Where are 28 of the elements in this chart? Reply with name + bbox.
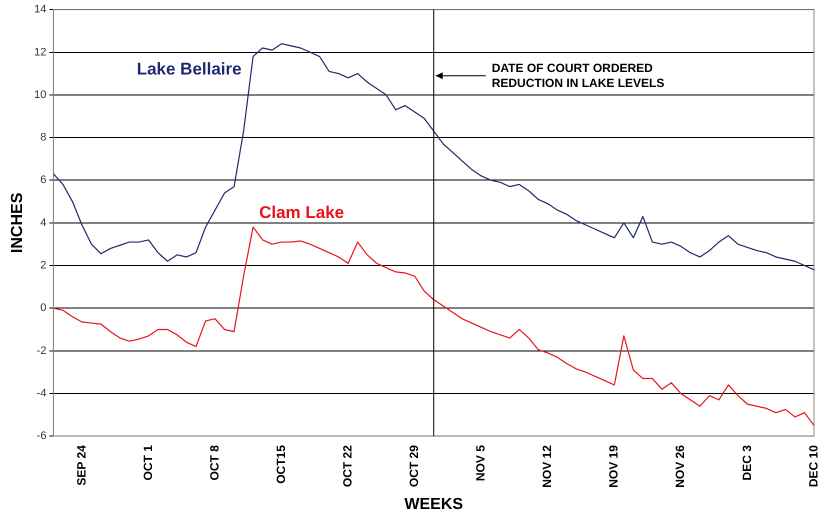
x-tick-label: OCT15: [274, 444, 288, 484]
x-axis-title: WEEKS: [404, 496, 464, 513]
x-tick-label: SEP 24: [74, 444, 88, 486]
y-axis-title: INCHES: [9, 192, 26, 254]
x-tick-label: NOV 19: [606, 444, 621, 488]
x-tick-label: DEC 3: [740, 444, 754, 480]
y-tick-label: 10: [34, 88, 46, 101]
y-tick-label: 12: [34, 46, 46, 58]
y-tick-label: 0: [40, 302, 46, 314]
y-tick-label: 6: [40, 174, 46, 186]
y-tick-label: -6: [36, 430, 46, 442]
x-tick-label: DEC 10: [806, 444, 820, 488]
series-label: Lake Bellaire: [136, 59, 242, 78]
series-label: Clam Lake: [259, 202, 344, 222]
x-tick-label: OCT 29: [407, 444, 422, 488]
x-tick-label: OCT 22: [340, 444, 354, 488]
ref-line-label: DATE OF COURT ORDERED REDUCTION IN LAKE LEVELS: [492, 61, 664, 90]
y-tick-label: 14: [34, 4, 46, 16]
y-tick-label: 4: [40, 216, 46, 229]
x-tick-label: OCT 1: [140, 444, 155, 480]
x-tick-label: NOV 5: [474, 444, 488, 482]
y-tick-label: 2: [40, 260, 46, 272]
y-tick-label: -4: [36, 387, 46, 400]
x-tick-label: NOV 12: [540, 444, 554, 488]
y-tick-label: -2: [36, 344, 46, 357]
x-tick-label: NOV 26: [673, 444, 688, 488]
y-tick-label: 8: [40, 132, 46, 144]
x-tick-label: OCT 8: [207, 444, 222, 480]
